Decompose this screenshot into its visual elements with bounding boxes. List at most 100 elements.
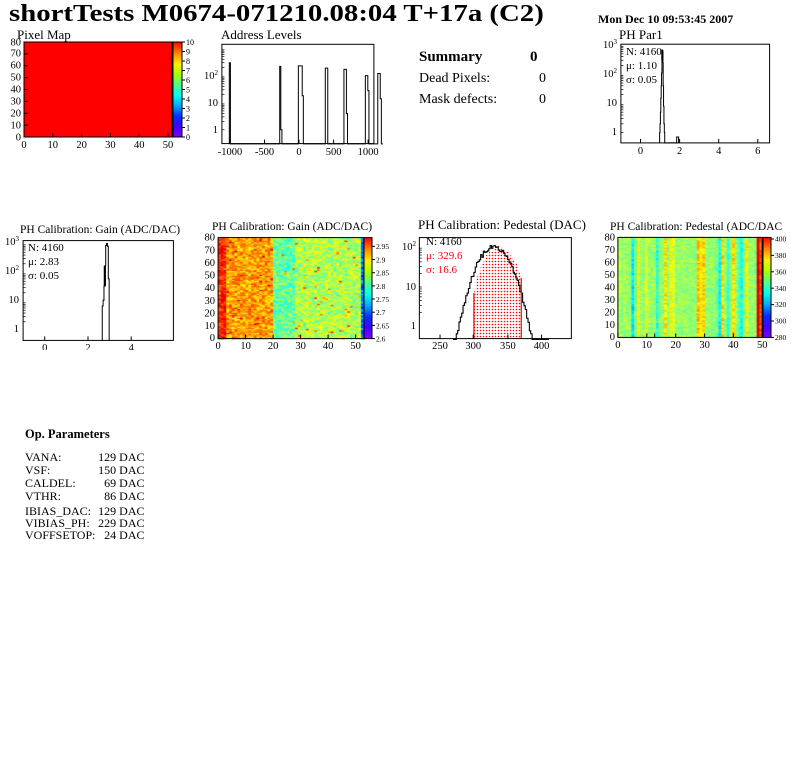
- svg-text:50: 50: [605, 270, 616, 281]
- svg-text:103: 103: [5, 235, 20, 248]
- svg-text:20: 20: [670, 340, 681, 350]
- svg-text:μ: 329.6: μ: 329.6: [426, 250, 463, 262]
- svg-text:0: 0: [615, 340, 620, 350]
- svg-text:400: 400: [534, 341, 550, 350]
- svg-text:2: 2: [85, 343, 90, 350]
- svg-text:50: 50: [350, 341, 361, 350]
- svg-text:102: 102: [402, 240, 417, 253]
- svg-text:σ: 16.6: σ: 16.6: [426, 264, 457, 276]
- svg-text:80: 80: [605, 233, 616, 244]
- svg-text:400: 400: [775, 235, 787, 244]
- svg-text:30: 30: [605, 295, 616, 306]
- svg-text:70: 70: [605, 245, 616, 256]
- svg-text:500: 500: [326, 147, 342, 158]
- svg-text:8: 8: [186, 57, 190, 66]
- svg-text:40: 40: [11, 85, 22, 96]
- svg-text:70: 70: [11, 49, 22, 60]
- svg-text:10: 10: [48, 140, 59, 151]
- svg-text:380: 380: [775, 251, 787, 260]
- svg-text:360: 360: [775, 267, 787, 276]
- svg-text:10: 10: [607, 98, 618, 109]
- svg-text:10: 10: [642, 340, 653, 350]
- svg-text:9: 9: [186, 48, 190, 57]
- svg-text:μ: 1.10: μ: 1.10: [626, 60, 657, 72]
- svg-text:40: 40: [205, 283, 216, 294]
- svg-text:280: 280: [775, 333, 787, 342]
- svg-text:50: 50: [163, 140, 174, 151]
- svg-text:4: 4: [186, 95, 190, 104]
- svg-text:1: 1: [411, 321, 416, 332]
- svg-text:2.95: 2.95: [376, 242, 389, 251]
- svg-text:30: 30: [295, 341, 306, 350]
- svg-text:60: 60: [11, 61, 22, 72]
- svg-text:σ: 0.05: σ: 0.05: [626, 74, 657, 86]
- svg-text:50: 50: [11, 73, 22, 84]
- svg-text:10: 10: [186, 38, 194, 47]
- svg-text:-500: -500: [255, 147, 274, 158]
- svg-text:20: 20: [76, 140, 87, 151]
- svg-text:70: 70: [205, 245, 216, 256]
- svg-text:0: 0: [210, 333, 215, 344]
- svg-text:N: 4160: N: 4160: [426, 236, 462, 248]
- svg-text:3: 3: [186, 105, 190, 114]
- svg-text:10: 10: [406, 282, 417, 293]
- svg-text:10: 10: [205, 321, 216, 332]
- svg-text:10: 10: [240, 341, 251, 350]
- svg-text:20: 20: [605, 308, 616, 319]
- svg-text:320: 320: [775, 300, 787, 309]
- svg-text:σ: 0.05: σ: 0.05: [28, 270, 59, 282]
- svg-text:0: 0: [42, 343, 47, 350]
- svg-text:2: 2: [186, 114, 190, 123]
- svg-text:0: 0: [296, 147, 301, 158]
- svg-text:60: 60: [605, 258, 616, 269]
- svg-text:2.9: 2.9: [376, 255, 386, 264]
- svg-text:0: 0: [215, 341, 220, 350]
- svg-text:40: 40: [323, 341, 334, 350]
- svg-text:300: 300: [775, 317, 787, 326]
- svg-text:50: 50: [757, 340, 768, 350]
- svg-text:102: 102: [603, 67, 618, 80]
- svg-text:4: 4: [129, 343, 135, 350]
- svg-text:80: 80: [205, 233, 216, 244]
- svg-text:20: 20: [205, 309, 216, 320]
- svg-text:0: 0: [638, 146, 643, 157]
- svg-text:1000: 1000: [358, 147, 379, 158]
- svg-text:102: 102: [204, 69, 219, 82]
- svg-text:2.75: 2.75: [376, 295, 389, 304]
- svg-text:N: 4160: N: 4160: [28, 242, 64, 254]
- svg-text:10: 10: [208, 98, 219, 109]
- svg-text:30: 30: [105, 140, 116, 151]
- svg-text:30: 30: [699, 340, 710, 350]
- svg-text:N: 4160: N: 4160: [626, 46, 662, 58]
- svg-text:1: 1: [186, 124, 190, 133]
- svg-text:μ: 2.83: μ: 2.83: [28, 256, 59, 268]
- svg-text:40: 40: [605, 283, 616, 294]
- svg-text:30: 30: [11, 97, 22, 108]
- svg-text:2.85: 2.85: [376, 269, 389, 278]
- svg-text:6: 6: [186, 76, 190, 85]
- svg-text:0: 0: [16, 133, 21, 144]
- svg-text:340: 340: [775, 284, 787, 293]
- svg-text:0: 0: [186, 133, 190, 142]
- svg-text:20: 20: [11, 109, 22, 120]
- svg-text:0: 0: [610, 332, 615, 343]
- svg-text:1: 1: [213, 125, 218, 136]
- svg-text:102: 102: [5, 264, 20, 277]
- svg-text:250: 250: [432, 341, 448, 350]
- svg-text:0: 0: [21, 140, 26, 151]
- svg-text:2.7: 2.7: [376, 308, 386, 317]
- svg-text:80: 80: [11, 38, 22, 49]
- svg-text:10: 10: [9, 295, 20, 306]
- svg-text:5: 5: [186, 86, 190, 95]
- svg-text:2.6: 2.6: [376, 335, 386, 344]
- svg-text:103: 103: [603, 38, 618, 51]
- svg-text:4: 4: [716, 146, 722, 157]
- svg-text:50: 50: [205, 271, 216, 282]
- svg-text:2.65: 2.65: [376, 321, 389, 330]
- svg-text:40: 40: [134, 140, 145, 151]
- svg-text:300: 300: [465, 341, 481, 350]
- svg-text:1: 1: [612, 127, 617, 138]
- svg-text:-1000: -1000: [218, 147, 243, 158]
- svg-text:30: 30: [205, 296, 216, 307]
- svg-text:10: 10: [11, 121, 22, 132]
